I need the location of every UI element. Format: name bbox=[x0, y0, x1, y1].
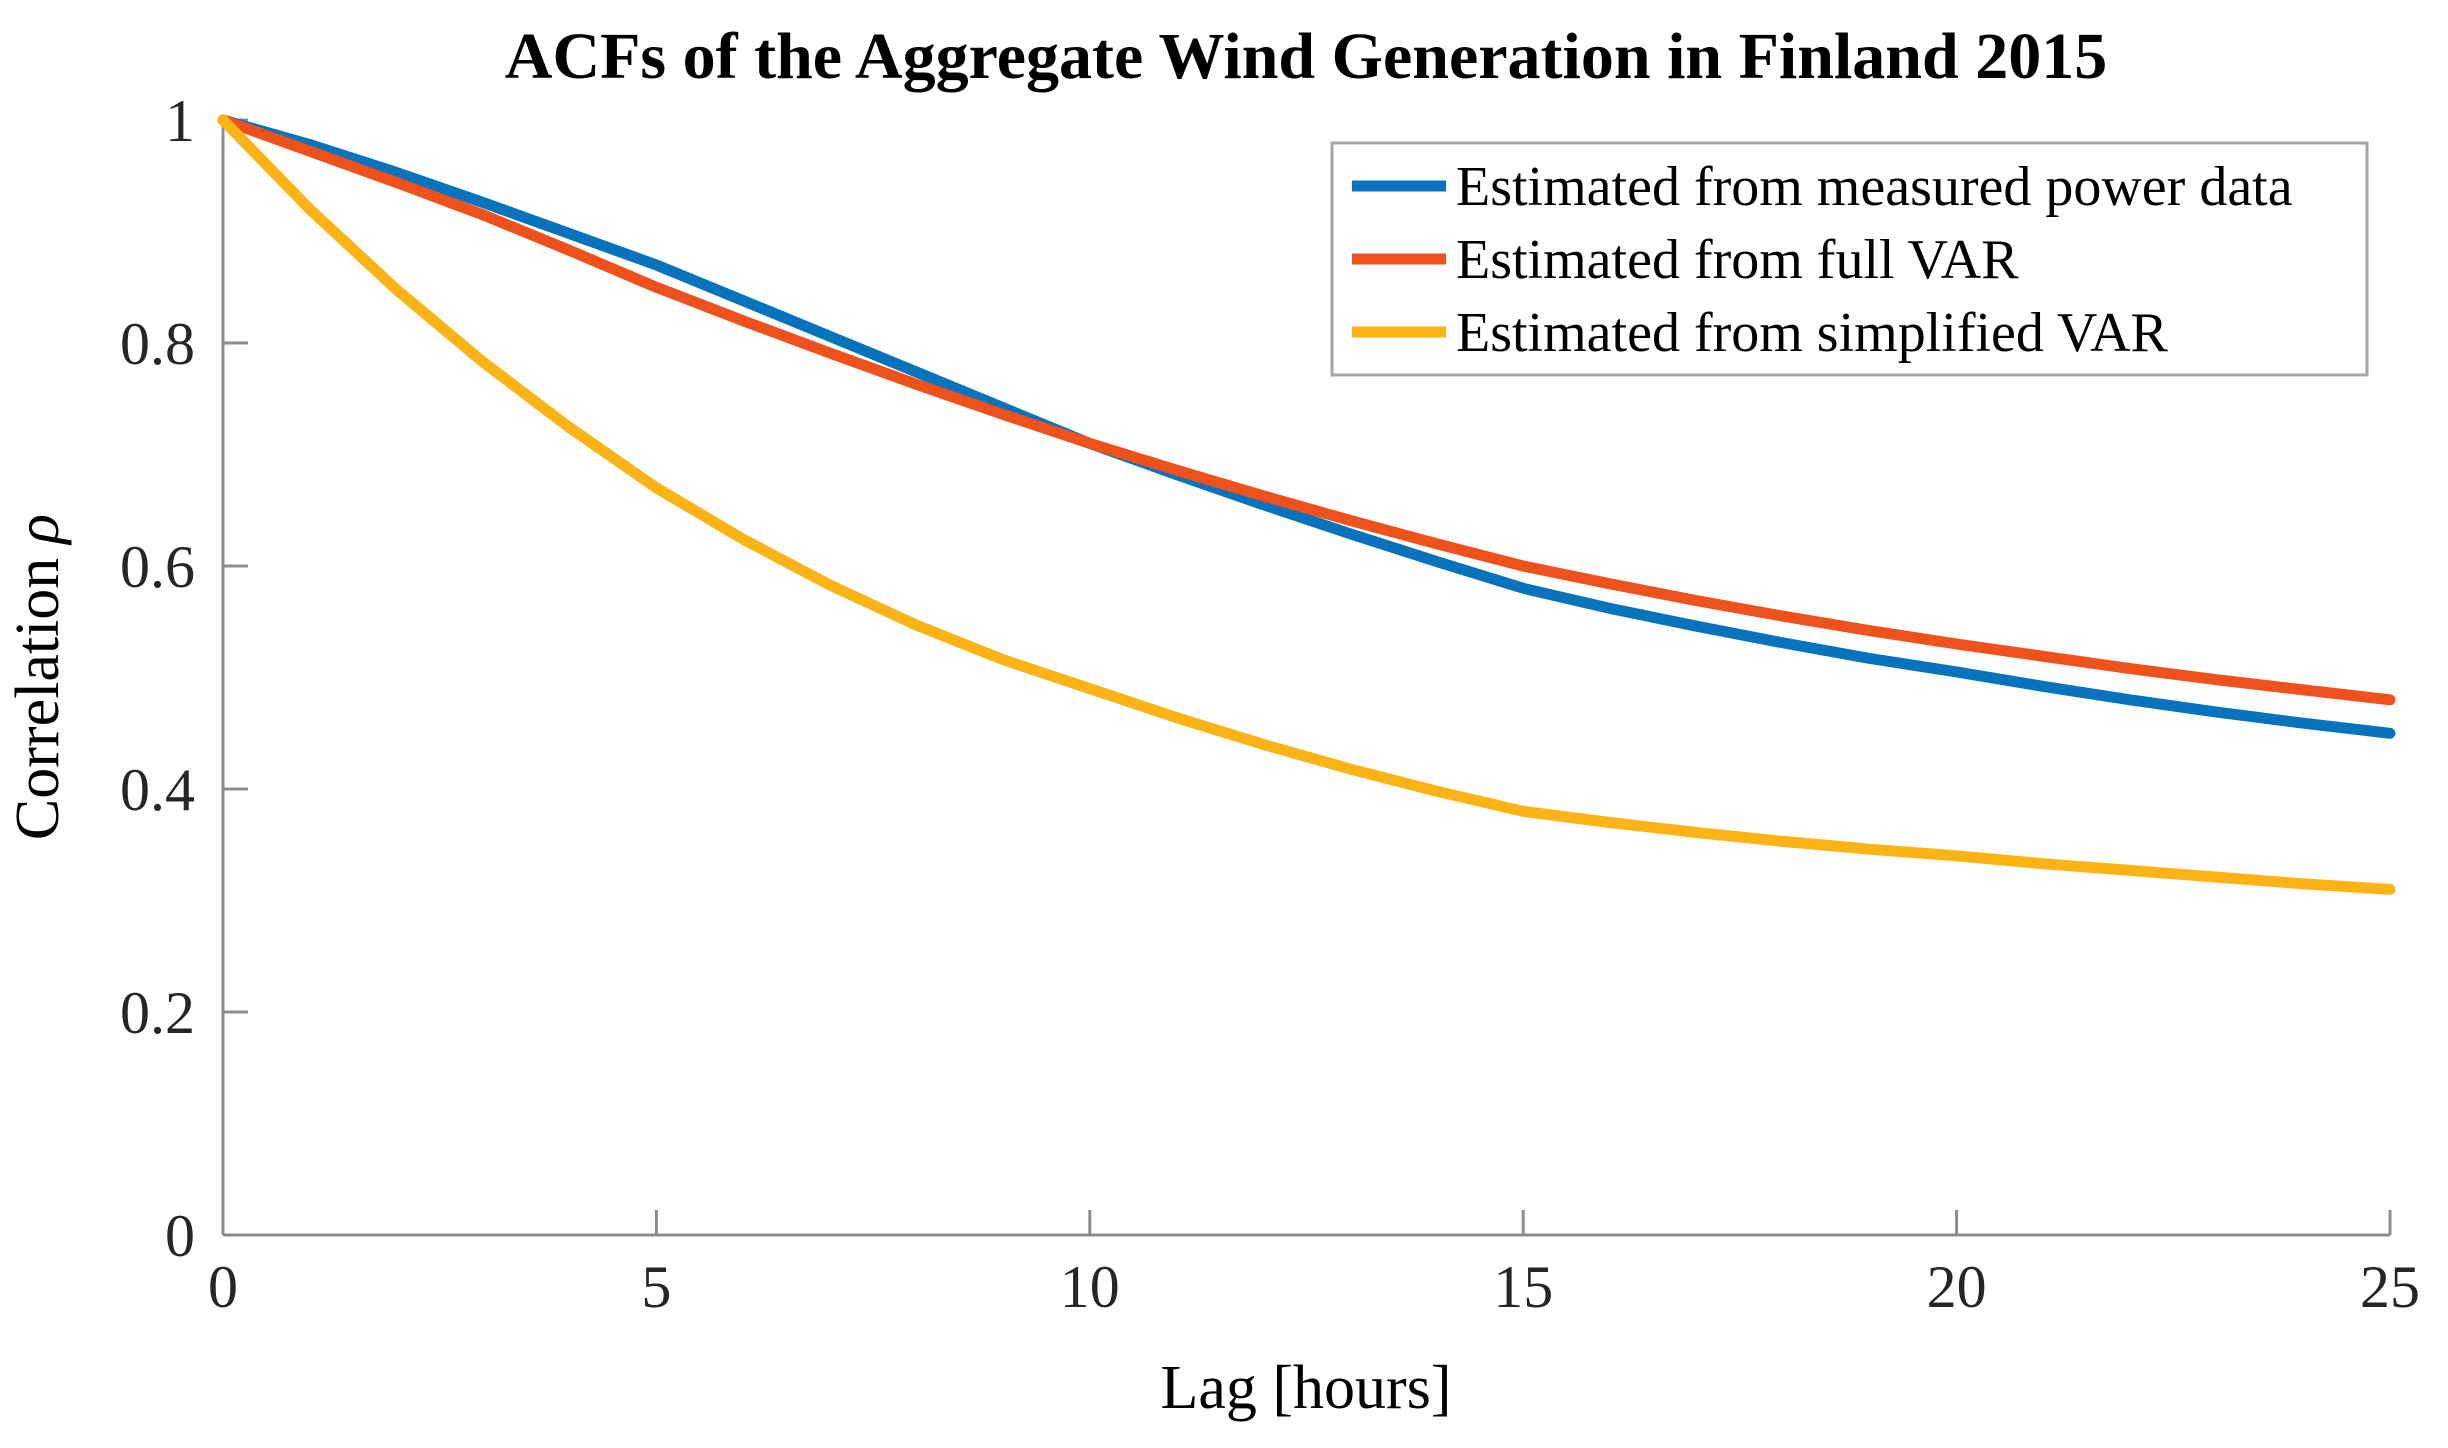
legend-entry: Estimated from simplified VAR bbox=[1352, 302, 2169, 364]
y-tick-label: 0.4 bbox=[120, 757, 195, 823]
y-tick-label: 0.2 bbox=[120, 980, 195, 1046]
series-line-1 bbox=[217, 114, 2396, 706]
x-tick-label: 15 bbox=[1493, 1254, 1553, 1320]
x-tick-label: 0 bbox=[208, 1254, 238, 1320]
x-tick-label: 5 bbox=[641, 1254, 671, 1320]
legend-label-full-var: Estimated from full VAR bbox=[1456, 229, 2019, 291]
x-tick-label: 25 bbox=[2360, 1254, 2420, 1320]
x-tick-label: 10 bbox=[1060, 1254, 1120, 1320]
plot-area bbox=[217, 114, 2396, 895]
legend-entry: Estimated from full VAR bbox=[1352, 229, 2019, 291]
legend-box bbox=[1330, 141, 2369, 377]
y-tick-label: 0.8 bbox=[120, 311, 195, 377]
x-tick-label: 20 bbox=[1927, 1254, 1987, 1320]
series-line-2 bbox=[217, 114, 2396, 895]
legend-label-measured: Estimated from measured power data bbox=[1456, 156, 2293, 218]
axes: 0 5 10 15 20 25 0 0.2 0.4 0.6 0.8 1 bbox=[120, 88, 2420, 1320]
y-axis-label: Correlationρ bbox=[4, 514, 72, 840]
legend-label-simplified-var: Estimated from simplified VAR bbox=[1456, 302, 2169, 364]
chart-title: ACFs of the Aggregate Wind Generation in… bbox=[505, 20, 2107, 93]
y-tick-label: 0 bbox=[165, 1203, 195, 1269]
x-axis-label: Lag [hours] bbox=[1161, 1354, 1452, 1422]
axis-tick-labels: 0 5 10 15 20 25 0 0.2 0.4 0.6 0.8 1 bbox=[120, 88, 2420, 1320]
legend: Estimated from measured power data Estim… bbox=[1330, 141, 2369, 377]
y-tick-label: 1 bbox=[165, 88, 195, 154]
series-line-0 bbox=[217, 114, 2396, 739]
legend-entry: Estimated from measured power data bbox=[1352, 156, 2293, 218]
y-tick-label: 0.6 bbox=[120, 534, 195, 600]
